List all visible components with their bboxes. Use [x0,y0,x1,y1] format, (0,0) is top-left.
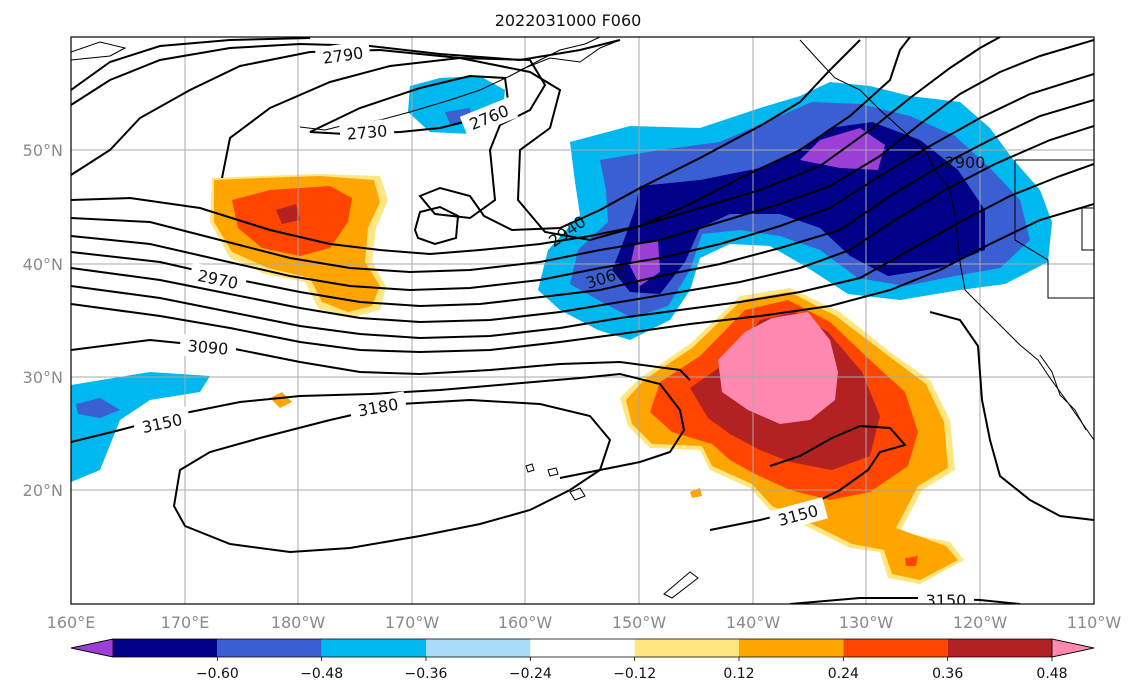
colorbar-tick-label: 0.12 [723,666,754,682]
lon-label: 110°W [1067,613,1122,632]
colorbar-tick-label: −0.60 [196,666,239,682]
colorbar-segment [113,639,218,657]
lon-label: 160°W [498,613,553,632]
lon-label: 170°E [161,613,210,632]
height-contours [71,37,1094,604]
negative-anomaly-region-west [71,372,210,482]
lat-label: 30°N [23,368,63,387]
contour-label-3150-south: 3150 [926,591,967,610]
colorbar-outline [70,638,1095,658]
colorbar-segment [843,639,948,657]
positive-anomaly-region-north [210,174,388,318]
lat-label: 50°N [23,141,63,160]
colorbar: −0.60 −0.48 −0.36 −0.24 −0.12 0.12 0.24 0.36 0.4… [70,638,1095,682]
colorbar-tick-label: 0.48 [1036,666,1067,682]
colorbar-tick-label: 0.36 [932,666,963,682]
lon-label: 180°W [271,613,326,632]
colorbar-segment [739,639,844,657]
lon-label: 170°W [385,613,440,632]
lat-label: 20°N [23,481,63,500]
lon-label: 150°W [612,613,667,632]
lat-label: 40°N [23,255,63,274]
map-frame [70,36,1095,605]
lon-label: 120°W [953,613,1008,632]
colorbar-segment [947,639,1052,657]
colorbar-tick-label: −0.36 [405,666,448,682]
lon-label: 140°W [726,613,781,632]
colorbar-segment [634,639,739,657]
contour-label-2900: 2900 [945,153,986,172]
latitude-labels: 50°N 40°N 30°N 20°N [23,141,63,500]
positive-anomaly-region-south [270,288,964,584]
longitude-labels: 160°E 170°E 180°W 170°W 160°W 150°W 140°… [47,613,1122,632]
map-panel: 2790 2730 2760 2940 3060 2900 2970 3090 … [71,37,1094,610]
contour-label-3090: 3090 [187,336,229,358]
colorbar-segment [321,639,426,657]
colorbar-segment [426,639,531,657]
lon-label: 130°W [839,613,894,632]
colorbar-segment [217,639,322,657]
lon-label: 160°E [47,613,96,632]
colorbar-tick-label: −0.24 [509,666,552,682]
map-title: 2022031000 F060 [495,11,642,30]
colorbar-tick-label: −0.48 [300,666,343,682]
colorbar-extension-low [70,638,114,658]
colorbar-tick-label: −0.12 [613,666,656,682]
colorbar-tick-label: 0.24 [828,666,859,682]
colorbar-extension-high [1051,638,1095,658]
contour-label-2730: 2730 [346,121,388,143]
colorbar-segment [530,639,635,657]
